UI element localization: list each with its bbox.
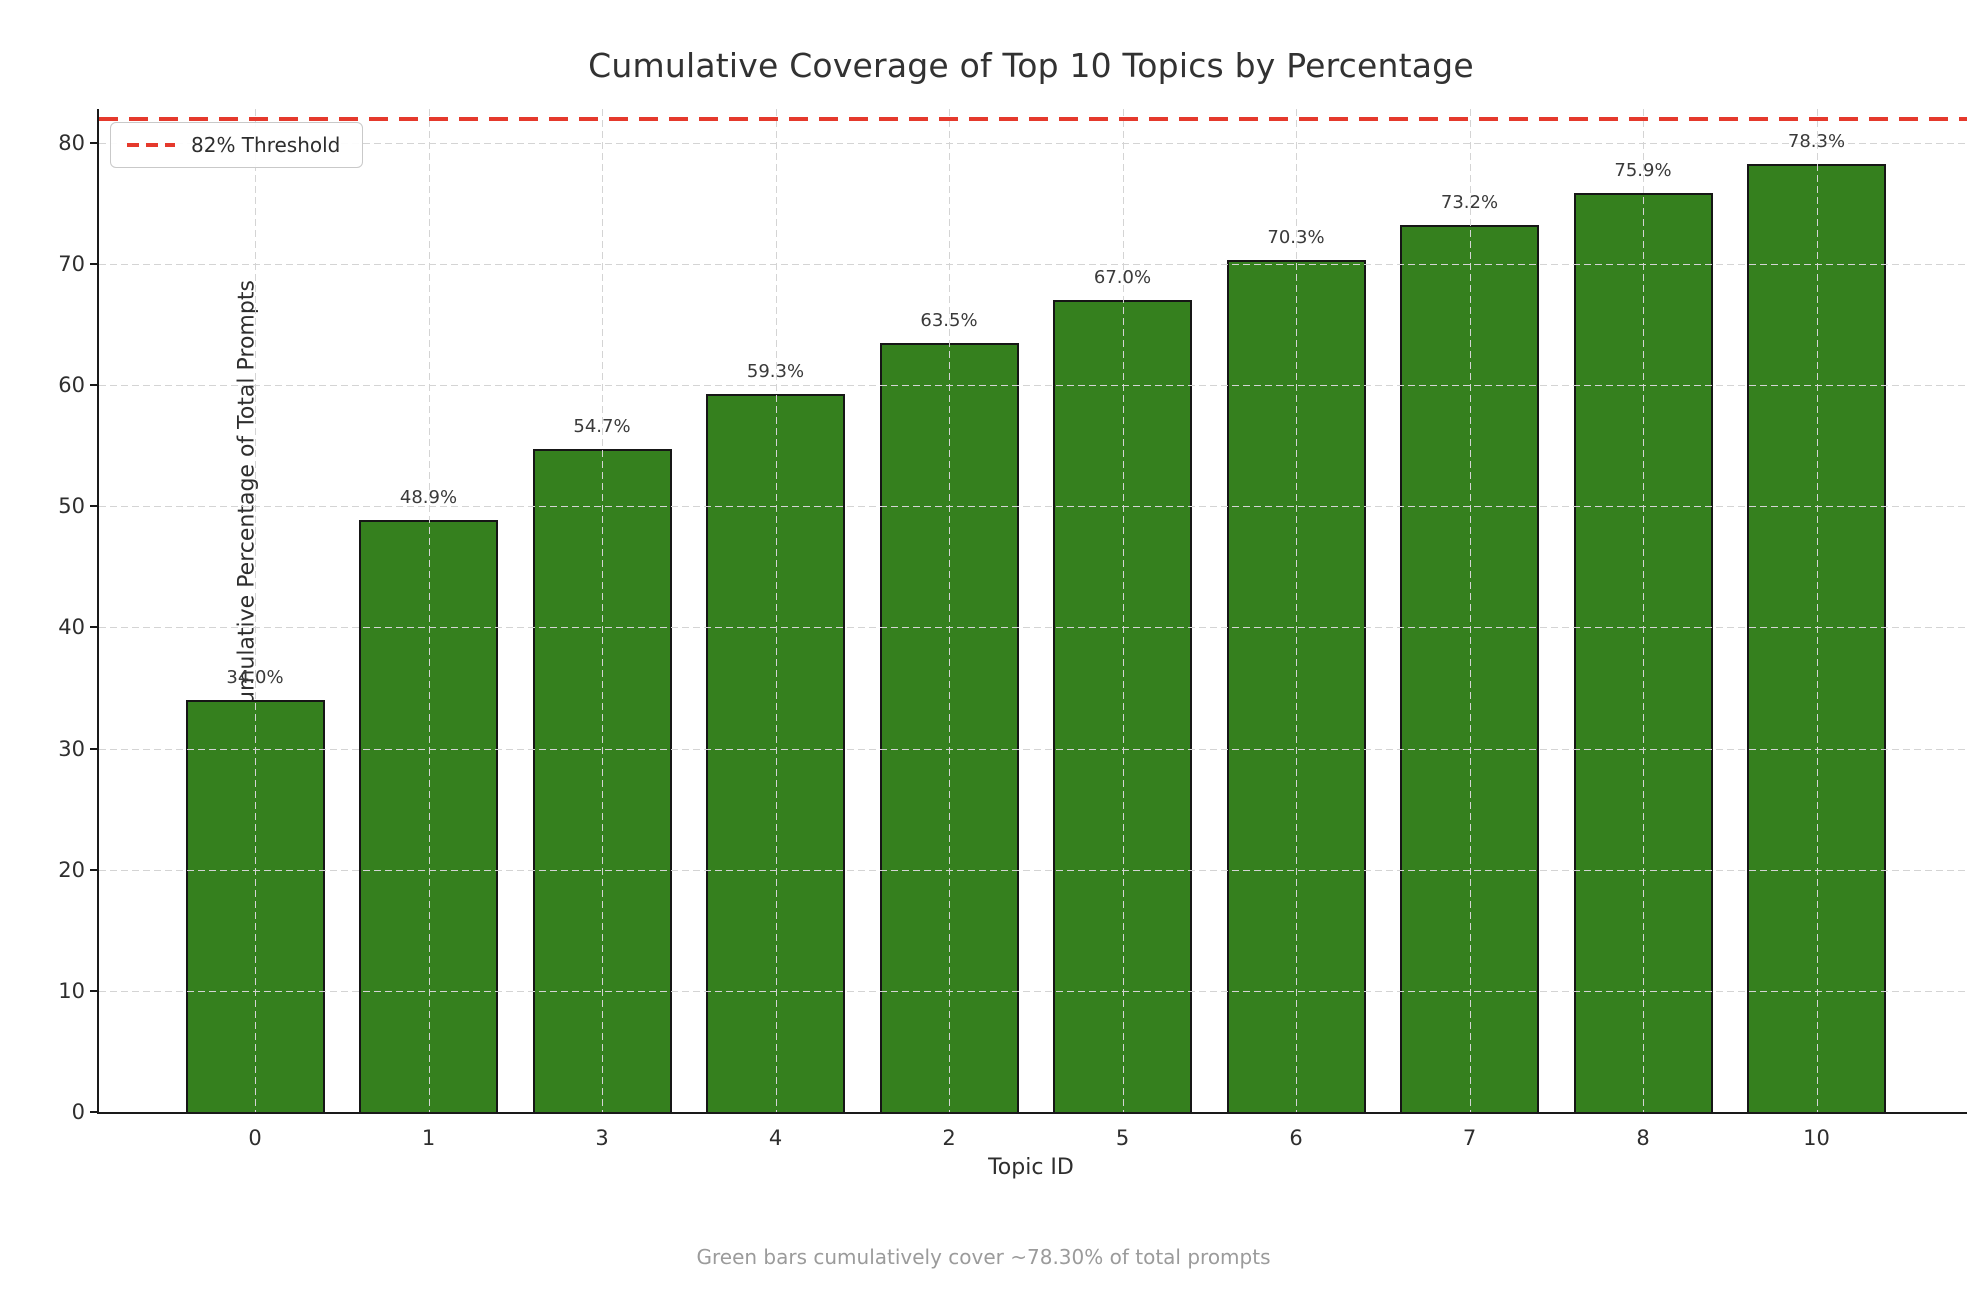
chart-title: Cumulative Coverage of Top 10 Topics by … xyxy=(588,46,1474,85)
y-tick-label: 40 xyxy=(58,615,85,640)
gridline-vertical xyxy=(428,109,430,1112)
y-tick-mark xyxy=(90,747,99,750)
threshold-dash-icon xyxy=(127,143,175,147)
plot-area: Cumulative Percentage of Total Prompts 8… xyxy=(58,109,1967,1150)
y-tick-label: 0 xyxy=(71,1100,85,1124)
gridline-horizontal xyxy=(99,264,1967,266)
y-tick-label: 20 xyxy=(58,857,85,882)
y-tick-mark xyxy=(90,626,99,629)
y-tick-label: 30 xyxy=(58,736,85,761)
caption: Green bars cumulatively cover ~78.30% of… xyxy=(696,1245,1271,1269)
bar-value-label: 75.9% xyxy=(1614,159,1672,181)
bar-value-label: 59.3% xyxy=(746,360,805,382)
y-tick-mark xyxy=(90,263,99,266)
gridline-vertical xyxy=(949,109,950,1112)
gridline-vertical xyxy=(1296,109,1297,1112)
gridline-vertical xyxy=(1469,109,1471,1112)
y-tick-label: 80 xyxy=(58,130,85,155)
bar-value-label: 54.7% xyxy=(573,416,631,438)
y-tick-mark xyxy=(90,384,99,387)
y-tick-mark xyxy=(90,141,99,144)
y-tick-label: 60 xyxy=(58,373,85,398)
gridline-vertical xyxy=(1122,109,1124,1112)
bar-value-label: 34.0% xyxy=(226,667,284,689)
bar-value-label: 48.9% xyxy=(399,486,458,508)
gridline-horizontal xyxy=(99,869,1967,871)
bar-value-label: 67.0% xyxy=(1093,267,1152,289)
y-tick-label: 10 xyxy=(58,978,85,1003)
y-tick-label: 70 xyxy=(58,252,85,277)
x-tick-label: 4 xyxy=(768,1126,783,1150)
gridline-vertical xyxy=(1816,109,1818,1112)
gridline-vertical xyxy=(255,109,256,1112)
threshold-line xyxy=(99,116,1967,121)
gridline-horizontal xyxy=(99,627,1967,629)
x-tick-label: 10 xyxy=(1803,1126,1830,1150)
bar-value-label: 63.5% xyxy=(920,309,978,331)
bar-value-label: 73.2% xyxy=(1440,192,1499,214)
bar-value-label: 70.3% xyxy=(1267,227,1325,249)
x-axis-title: Topic ID xyxy=(988,1155,1074,1180)
gridline-vertical xyxy=(602,109,603,1112)
x-tick-label: 8 xyxy=(1636,1126,1650,1150)
gridline-horizontal xyxy=(99,385,1967,387)
gridline-horizontal xyxy=(99,142,1967,144)
x-tick-label: 3 xyxy=(595,1126,609,1150)
x-tick-label: 7 xyxy=(1462,1126,1477,1150)
legend: 82% Threshold xyxy=(110,122,364,168)
x-tick-label: 1 xyxy=(421,1126,436,1150)
legend-label: 82% Threshold xyxy=(191,133,341,157)
y-tick-mark xyxy=(90,1111,99,1113)
y-tick-mark xyxy=(90,505,99,508)
gridline-horizontal xyxy=(99,748,1967,750)
x-tick-label: 0 xyxy=(248,1126,262,1150)
gridline-vertical xyxy=(775,109,777,1112)
gridline-vertical xyxy=(1643,109,1644,1112)
y-tick-mark xyxy=(90,868,99,871)
gridline-horizontal xyxy=(99,990,1967,992)
x-tick-label: 2 xyxy=(942,1126,956,1150)
gridline-horizontal xyxy=(99,506,1967,508)
y-tick-mark xyxy=(90,989,99,992)
bar-value-label: 78.3% xyxy=(1787,130,1846,152)
x-tick-label: 6 xyxy=(1289,1126,1303,1150)
y-tick-label: 50 xyxy=(58,494,85,519)
x-tick-label: 5 xyxy=(1115,1126,1130,1150)
